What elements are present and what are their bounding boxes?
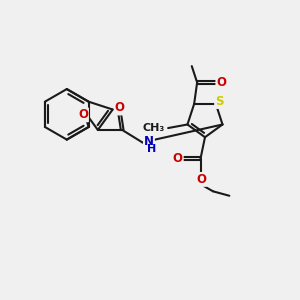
Text: H: H (147, 144, 156, 154)
Text: O: O (115, 101, 125, 115)
Text: S: S (215, 95, 224, 108)
Text: O: O (217, 76, 226, 89)
Text: O: O (172, 152, 183, 165)
Text: O: O (196, 173, 206, 186)
Text: N: N (144, 135, 154, 148)
Text: O: O (78, 108, 88, 122)
Text: CH₃: CH₃ (143, 123, 165, 133)
